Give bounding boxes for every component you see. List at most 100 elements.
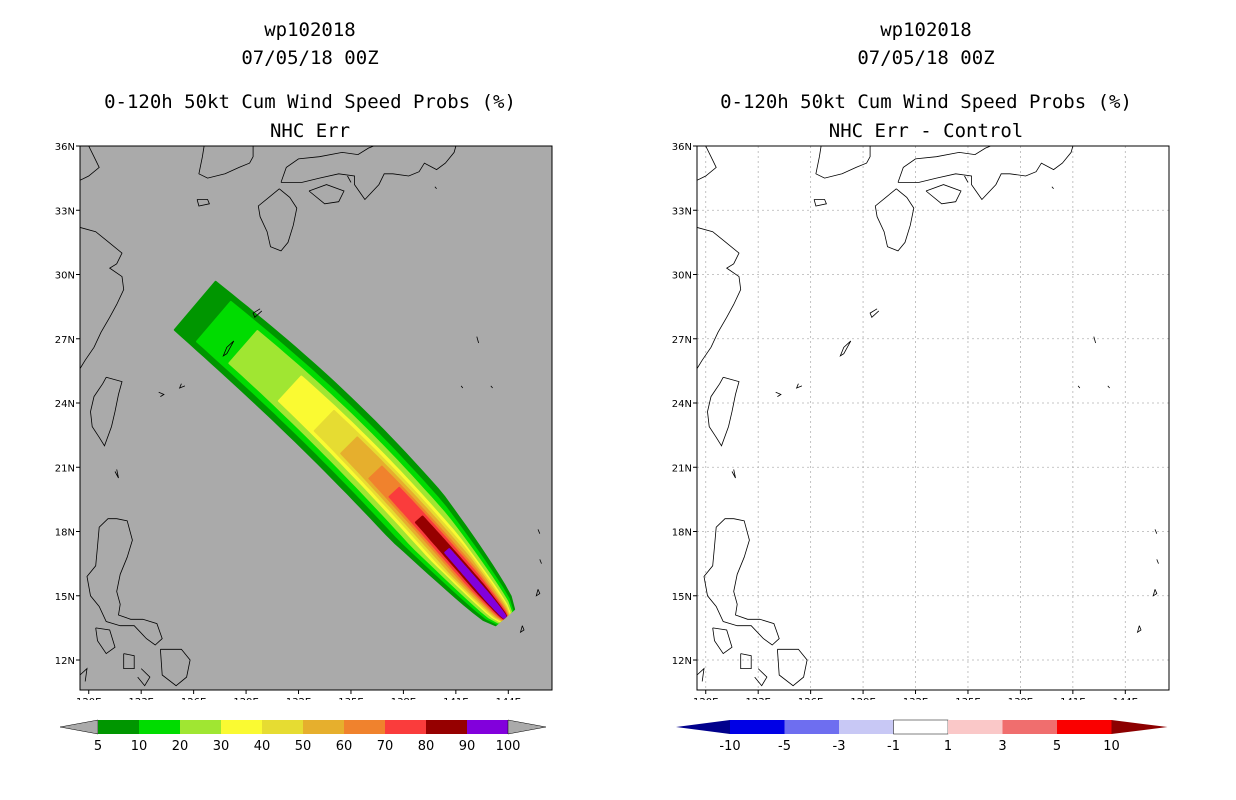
right-colorbar-label-1: 1 bbox=[944, 739, 952, 754]
right-difference-map: 120E 123E 126E 129E 132E 135E 138E 141E 144E 12N 1… bbox=[672, 142, 1170, 700]
left-colorbar: 5 10 20 30 40 50 60 70 80 90 100 bbox=[59, 719, 547, 754]
left-colorbar-swatch-80 bbox=[426, 720, 467, 734]
right-coastline-19 bbox=[697, 667, 705, 682]
right-coastline-24 bbox=[1093, 336, 1096, 344]
left-xtick-label-120E: 120E bbox=[76, 697, 101, 700]
left-colorbar-swatch-60 bbox=[344, 720, 385, 734]
left-coastline-9 bbox=[252, 308, 263, 318]
left-title-case: wp102018 bbox=[264, 19, 356, 41]
right-coastline-26 bbox=[1077, 385, 1081, 389]
left-xtick-label-135E: 135E bbox=[338, 697, 363, 700]
prob-contour-90pct bbox=[444, 548, 507, 619]
right-title-method: NHC Err - Control bbox=[828, 120, 1024, 142]
right-ytick-label-24N: 24N bbox=[672, 399, 692, 410]
right-colorbar-label--1: -1 bbox=[887, 739, 900, 754]
left-coastline-10 bbox=[222, 340, 235, 357]
left-colorbar-swatch-20 bbox=[180, 720, 221, 734]
right-colorbar-label-5: 5 bbox=[1053, 739, 1061, 754]
left-coastline-5 bbox=[257, 188, 298, 252]
left-coastline-12 bbox=[158, 391, 165, 397]
left-coastline-22 bbox=[537, 529, 541, 534]
left-colorbar-label-100: 100 bbox=[496, 739, 521, 754]
right-xtick-label-120E: 120E bbox=[693, 697, 718, 700]
left-coastline-19 bbox=[80, 667, 88, 682]
left-ytick-label-33N: 33N bbox=[55, 206, 75, 217]
right-coastline-2 bbox=[707, 376, 740, 447]
right-colorbar-swatch-6 bbox=[1057, 720, 1112, 734]
left-coastline-8 bbox=[280, 146, 374, 183]
right-coastline-13 bbox=[731, 469, 736, 479]
left-coastline-23 bbox=[539, 559, 542, 564]
right-xtick-label-132E: 132E bbox=[903, 697, 928, 700]
left-coastline-28 bbox=[434, 186, 437, 190]
left-xtick-label-132E: 132E bbox=[286, 697, 311, 700]
left-ytick-label-21N: 21N bbox=[55, 463, 75, 474]
left-coastline-20 bbox=[535, 589, 541, 597]
left-coastline-6 bbox=[308, 184, 345, 205]
right-xtick-label-141E: 141E bbox=[1060, 697, 1085, 700]
right-ytick-label-12N: 12N bbox=[672, 656, 692, 667]
right-ytick-label-27N: 27N bbox=[672, 335, 692, 346]
left-xtick-label-144E: 144E bbox=[496, 697, 521, 700]
left-colorbar-label-20: 20 bbox=[172, 739, 189, 754]
right-colorbar-swatch-3 bbox=[893, 719, 949, 735]
right-title-product: 0-120h 50kt Cum Wind Speed Probs (%) bbox=[720, 91, 1132, 113]
right-ytick-label-18N: 18N bbox=[672, 528, 692, 539]
left-title-method: NHC Err bbox=[269, 120, 351, 142]
left-colorbar-label-90: 90 bbox=[459, 739, 476, 754]
left-ytick-label-27N: 27N bbox=[55, 335, 75, 346]
left-coastline-18 bbox=[137, 668, 151, 687]
left-coastline-17 bbox=[123, 653, 135, 669]
left-ytick-label-24N: 24N bbox=[55, 399, 75, 410]
right-coastline-6 bbox=[925, 184, 962, 205]
right-xtick-label-126E: 126E bbox=[798, 697, 823, 700]
right-title-date: 07/05/18 00Z bbox=[857, 47, 995, 69]
right-colorbar-swatch-4 bbox=[948, 720, 1003, 734]
left-coastline-0 bbox=[80, 146, 100, 181]
right-xtick-label-129E: 129E bbox=[850, 697, 875, 700]
right-coastline-23 bbox=[1156, 559, 1159, 564]
right-colorbar-swatch-1 bbox=[784, 720, 839, 734]
left-coastline-1 bbox=[80, 227, 125, 369]
left-ytick-label-36N: 36N bbox=[55, 142, 75, 153]
right-colorbar-label--3: -3 bbox=[833, 739, 846, 754]
left-colorbar-label-10: 10 bbox=[131, 739, 148, 754]
right-coastline-17 bbox=[740, 653, 752, 669]
right-ytick-label-21N: 21N bbox=[672, 463, 692, 474]
right-colorbar: -10 -5 -3 -1 1 3 5 10 bbox=[676, 719, 1168, 754]
right-coastline-9 bbox=[869, 308, 880, 318]
left-coastline-3 bbox=[198, 146, 254, 179]
left-probability-map: 120E 123E 126E 129E 132E 135E 138E 141E 144E 12N 1… bbox=[55, 142, 553, 700]
right-colorbar-low-arrow bbox=[676, 720, 730, 734]
left-xtick-label-123E: 123E bbox=[128, 697, 153, 700]
right-xtick-label-135E: 135E bbox=[955, 697, 980, 700]
left-colorbar-label-80: 80 bbox=[418, 739, 435, 754]
left-xtick-label-141E: 141E bbox=[443, 697, 468, 700]
right-coastline-28 bbox=[1051, 186, 1054, 190]
left-colorbar-swatch-40 bbox=[262, 720, 303, 734]
left-colorbar-label-50: 50 bbox=[295, 739, 312, 754]
left-coastline-13 bbox=[114, 469, 119, 479]
right-colorbar-high-arrow bbox=[1111, 720, 1168, 734]
right-map-background bbox=[697, 146, 1169, 690]
left-coastline-21 bbox=[519, 625, 525, 634]
left-map-frame bbox=[79, 145, 553, 691]
right-coastline-25 bbox=[1107, 385, 1110, 389]
left-coastline-27 bbox=[347, 175, 352, 183]
right-coastline-27 bbox=[964, 175, 969, 183]
right-coastline-11 bbox=[795, 383, 803, 389]
left-xtick-label-126E: 126E bbox=[181, 697, 206, 700]
left-colorbar-high-arrow bbox=[507, 719, 547, 735]
left-coastline-24 bbox=[476, 336, 479, 344]
left-colorbar-swatch-30 bbox=[221, 720, 262, 734]
right-coastline-18 bbox=[754, 668, 768, 687]
left-coastline-2 bbox=[90, 376, 123, 447]
left-colorbar-label-60: 60 bbox=[336, 739, 353, 754]
right-colorbar-label-3: 3 bbox=[998, 739, 1006, 754]
left-coastline-7 bbox=[281, 146, 457, 201]
right-coastline-20 bbox=[1152, 589, 1158, 597]
left-colorbar-label-40: 40 bbox=[254, 739, 271, 754]
right-ytick-label-33N: 33N bbox=[672, 206, 692, 217]
left-ytick-label-12N: 12N bbox=[55, 656, 75, 667]
right-xtick-label-144E: 144E bbox=[1113, 697, 1138, 700]
